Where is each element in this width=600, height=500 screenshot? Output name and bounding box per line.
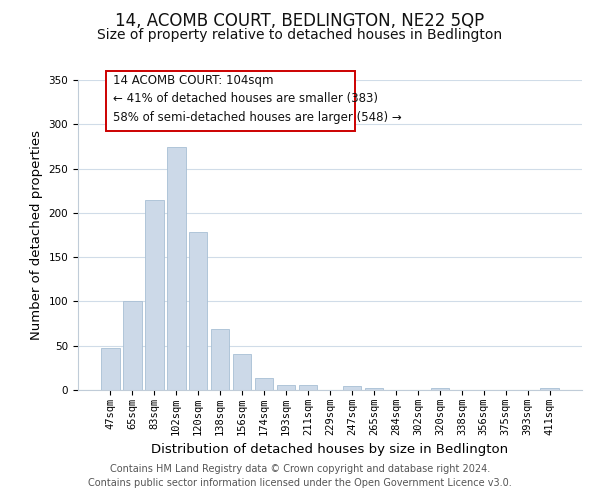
- Bar: [211, 329, 229, 390]
- Bar: [541, 388, 559, 390]
- Y-axis label: Number of detached properties: Number of detached properties: [30, 130, 43, 340]
- Bar: [299, 384, 317, 390]
- Text: Contains HM Land Registry data © Crown copyright and database right 2024.
Contai: Contains HM Land Registry data © Crown c…: [88, 464, 512, 487]
- Bar: [189, 232, 208, 390]
- Bar: [255, 378, 274, 390]
- Bar: [167, 148, 185, 390]
- Bar: [233, 354, 251, 390]
- Bar: [123, 300, 142, 390]
- Text: 14 ACOMB COURT: 104sqm
← 41% of detached houses are smaller (383)
58% of semi-de: 14 ACOMB COURT: 104sqm ← 41% of detached…: [113, 74, 402, 124]
- X-axis label: Distribution of detached houses by size in Bedlington: Distribution of detached houses by size …: [151, 444, 509, 456]
- FancyBboxPatch shape: [106, 70, 355, 131]
- Text: 14, ACOMB COURT, BEDLINGTON, NE22 5QP: 14, ACOMB COURT, BEDLINGTON, NE22 5QP: [115, 12, 485, 30]
- Bar: [431, 388, 449, 390]
- Bar: [145, 200, 164, 390]
- Bar: [101, 348, 119, 390]
- Bar: [277, 384, 295, 390]
- Text: Size of property relative to detached houses in Bedlington: Size of property relative to detached ho…: [97, 28, 503, 42]
- Bar: [365, 388, 383, 390]
- Bar: [343, 386, 361, 390]
